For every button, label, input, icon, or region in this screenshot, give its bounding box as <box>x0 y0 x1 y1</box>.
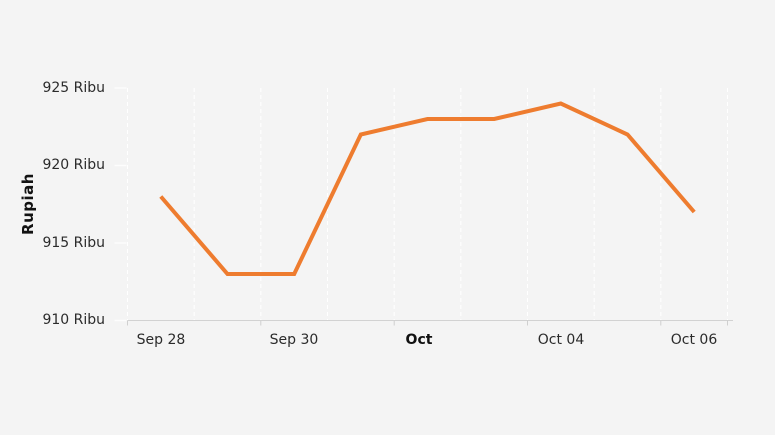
vertical-gridlines <box>127 88 728 321</box>
x-tick-label-oct: Oct <box>405 332 433 348</box>
axis-tick-marks <box>114 87 728 326</box>
price-line-series[interactable] <box>159 101 696 276</box>
y-tick-label-910: 910 Ribu <box>42 312 105 328</box>
x-tick-label-sep30: Sep 30 <box>269 332 319 348</box>
y-tick-label-920: 920 Ribu <box>42 157 105 173</box>
y-tick-label-915: 915 Ribu <box>42 235 105 251</box>
x-tick-label-oct06: Oct 06 <box>670 332 718 348</box>
x-tick-label-oct04: Oct 04 <box>537 332 585 348</box>
x-tick-label-sep28: Sep 28 <box>136 332 186 348</box>
y-tick-label-925: 925 Ribu <box>42 80 105 96</box>
